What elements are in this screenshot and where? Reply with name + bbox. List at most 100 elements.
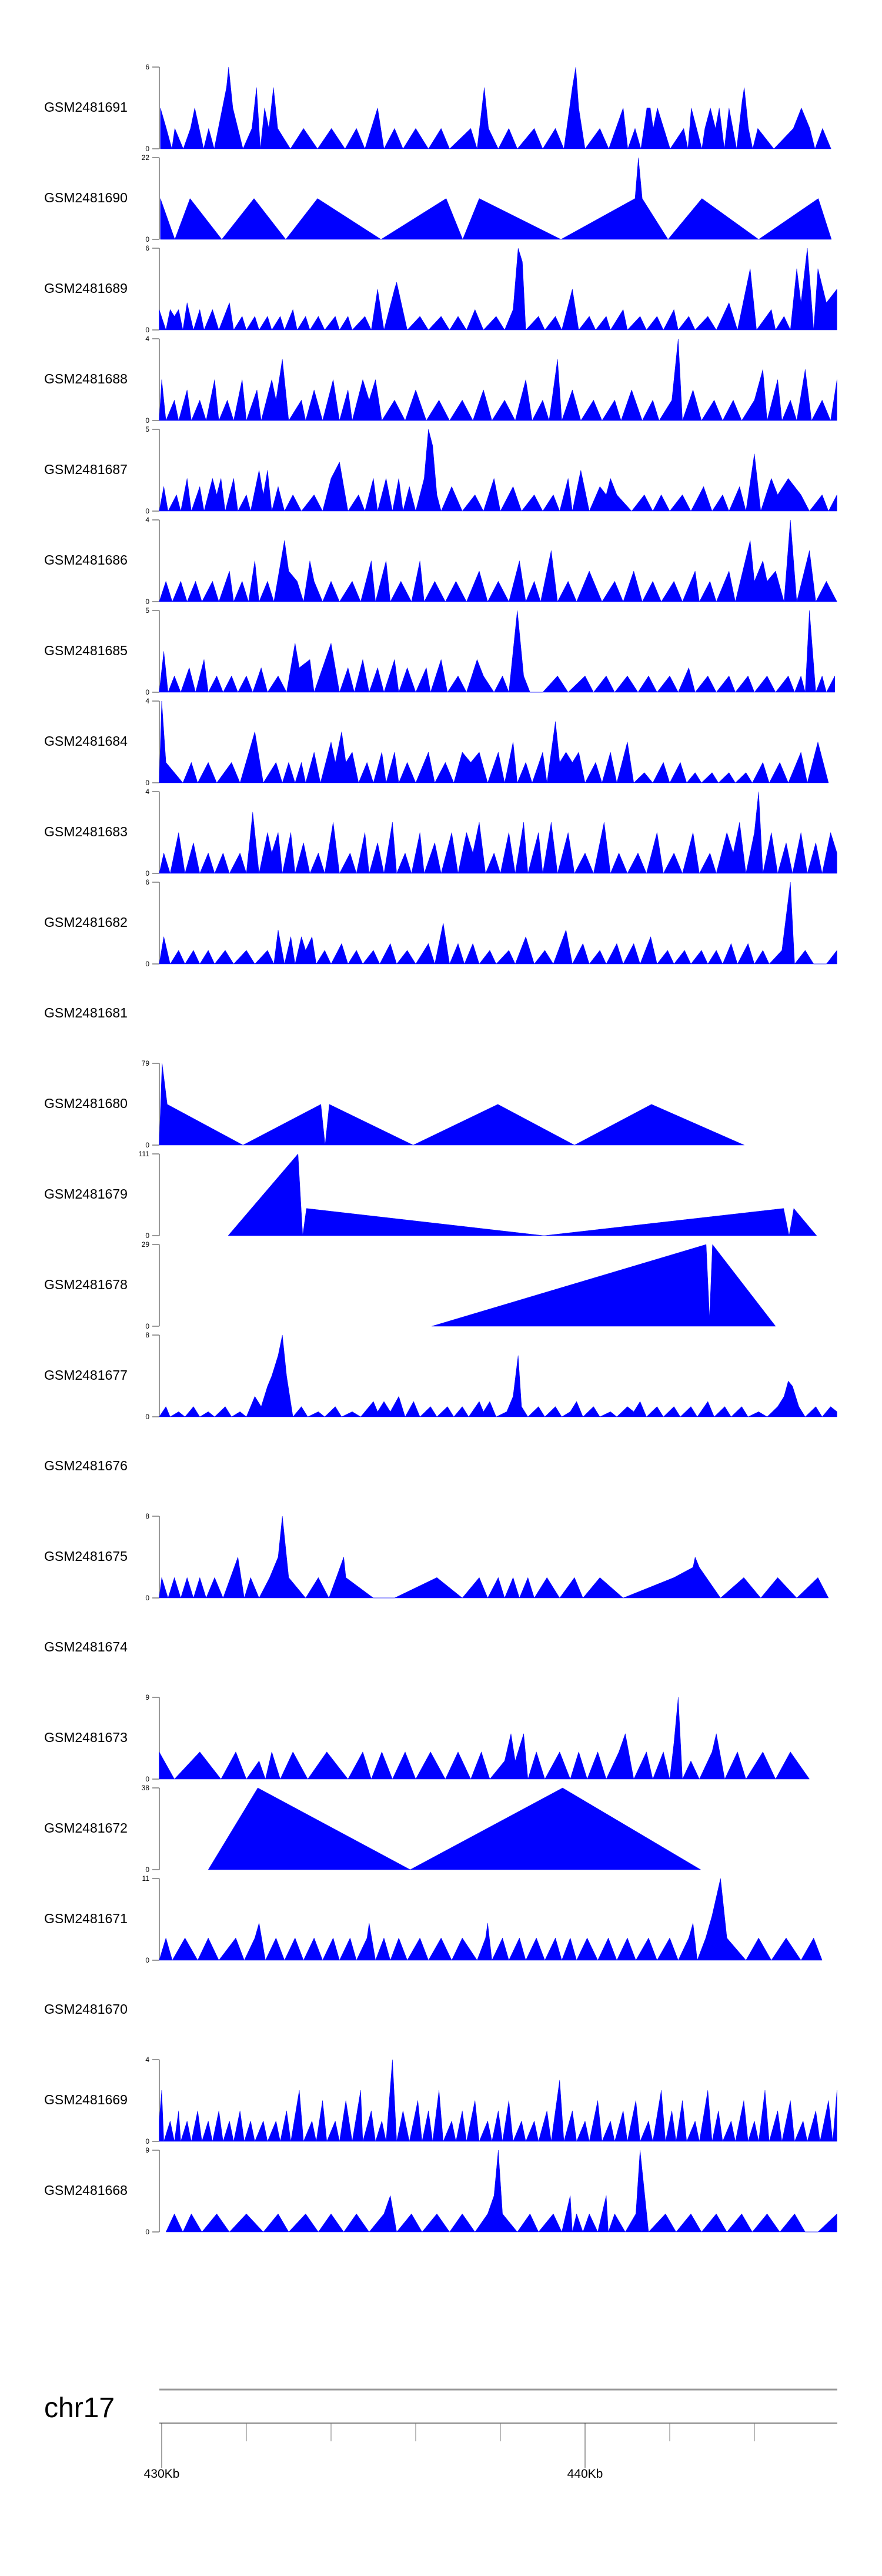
coverage-area [165,2150,837,2233]
track-GSM2481679: GSM2481679 111 0 [44,1150,817,1240]
track-GSM2481680: GSM2481680 79 0 [44,1059,744,1149]
y-tick-label: 4 [145,697,149,705]
coverage-area [159,248,837,331]
y-tick-label: 0 [145,960,149,968]
track-label: GSM2481670 [44,2001,128,2017]
track-GSM2481683: GSM2481683 4 0 [44,788,837,877]
track-label: GSM2481687 [44,462,128,477]
major-tick-label: 430Kb [144,2467,180,2481]
y-tick-label: 0 [145,145,149,153]
y-tick-label: 0 [145,1775,149,1783]
coverage-area [208,1787,701,1870]
coverage-area [159,1878,823,1961]
track-GSM2481669: GSM2481669 4 0 [44,2056,837,2145]
chromosome-label: chr17 [44,2393,115,2424]
y-tick-label: 0 [145,598,149,606]
major-tick-label: 440Kb [567,2467,603,2481]
y-tick-label: 0 [145,1232,149,1240]
track-label: GSM2481690 [44,190,128,205]
track-label: GSM2481688 [44,371,128,386]
track-label: GSM2481684 [44,733,128,749]
track-GSM2481690: GSM2481690 22 0 [44,154,832,243]
track-label: GSM2481674 [44,1639,128,1654]
track-GSM2481670: GSM2481670 [44,2001,128,2017]
y-tick-label: 0 [145,507,149,515]
y-tick-label: 111 [139,1150,150,1158]
coverage-area [159,1697,810,1780]
track-label: GSM2481682 [44,915,128,930]
coverage-tracks: GSM248169160GSM2481690220GSM248168960GSM… [44,63,837,2236]
track-GSM2481684: GSM2481684 4 0 [44,697,829,787]
y-tick-label: 29 [142,1240,150,1249]
y-tick-label: 0 [145,688,149,696]
coverage-area [159,1063,744,1146]
coverage-area [159,338,837,421]
track-label: GSM2481671 [44,1911,128,1926]
track-label: GSM2481672 [44,1820,128,1836]
track-GSM2481689: GSM2481689 6 0 [44,244,837,334]
y-tick-label: 0 [145,1866,149,1874]
genome-axis: chr17 430Kb 440Kb [44,2388,837,2481]
y-tick-label: 4 [145,516,149,524]
y-tick-label: 8 [145,1512,149,1520]
y-tick-label: 0 [145,1141,149,1149]
track-GSM2481682: GSM2481682 6 0 [44,878,837,968]
coverage-area [159,791,837,874]
y-tick-label: 0 [145,1956,149,1964]
track-label: GSM2481685 [44,643,128,658]
track-GSM2481685: GSM2481685 5 0 [44,606,836,696]
coverage-area [159,700,829,783]
track-label: GSM2481677 [44,1367,128,1383]
coverage-area [159,882,837,965]
coverage-area [159,429,837,512]
y-tick-label: 0 [145,416,149,425]
y-tick-label: 0 [145,235,149,243]
y-tick-label: 38 [142,1784,150,1792]
track-GSM2481672: GSM2481672 38 0 [44,1784,701,1874]
y-tick-label: 8 [145,1331,149,1339]
track-label: GSM2481675 [44,1549,128,1564]
y-tick-label: 0 [145,326,149,334]
y-tick-label: 4 [145,335,149,343]
track-label: GSM2481678 [44,1277,128,1292]
coverage-area [159,610,836,693]
track-label: GSM2481668 [44,2183,128,2198]
y-tick-label: 11 [142,1874,150,1883]
track-GSM2481668: GSM2481668 9 0 [44,2146,837,2236]
coverage-area [160,157,832,240]
track-label: GSM2481689 [44,281,128,296]
y-tick-label: 0 [145,779,149,787]
y-tick-label: 4 [145,788,149,796]
y-tick-label: 5 [145,606,149,615]
y-tick-label: 6 [145,63,149,71]
track-label: GSM2481676 [44,1458,128,1473]
track-GSM2481673: GSM2481673 9 0 [44,1693,810,1783]
track-GSM2481681: GSM2481681 [44,1005,128,1020]
y-tick-label: 79 [142,1059,150,1067]
track-label: GSM2481681 [44,1005,128,1020]
coverage-area [159,519,837,602]
track-label: GSM2481691 [44,99,128,115]
y-tick-label: 0 [145,869,149,877]
coverage-area [159,1516,829,1599]
track-GSM2481671: GSM2481671 11 0 [44,1874,823,1964]
y-tick-label: 0 [145,2228,149,2236]
coverage-area [432,1244,776,1327]
track-GSM2481677: GSM2481677 8 0 [44,1331,837,1421]
y-tick-label: 9 [145,2146,149,2154]
track-GSM2481674: GSM2481674 [44,1639,128,1654]
coverage-area [160,66,831,149]
track-label: GSM2481679 [44,1186,128,1202]
track-label: GSM2481683 [44,824,128,839]
coverage-area [159,1334,837,1417]
y-tick-label: 22 [142,154,150,162]
track-GSM2481675: GSM2481675 8 0 [44,1512,829,1602]
track-GSM2481678: GSM2481678 29 0 [44,1240,776,1330]
y-tick-label: 4 [145,2056,149,2064]
track-label: GSM2481673 [44,1730,128,1745]
track-label: GSM2481680 [44,1096,128,1111]
y-tick-label: 0 [145,2137,149,2145]
track-GSM2481686: GSM2481686 4 0 [44,516,837,606]
track-label: GSM2481669 [44,2092,128,2107]
